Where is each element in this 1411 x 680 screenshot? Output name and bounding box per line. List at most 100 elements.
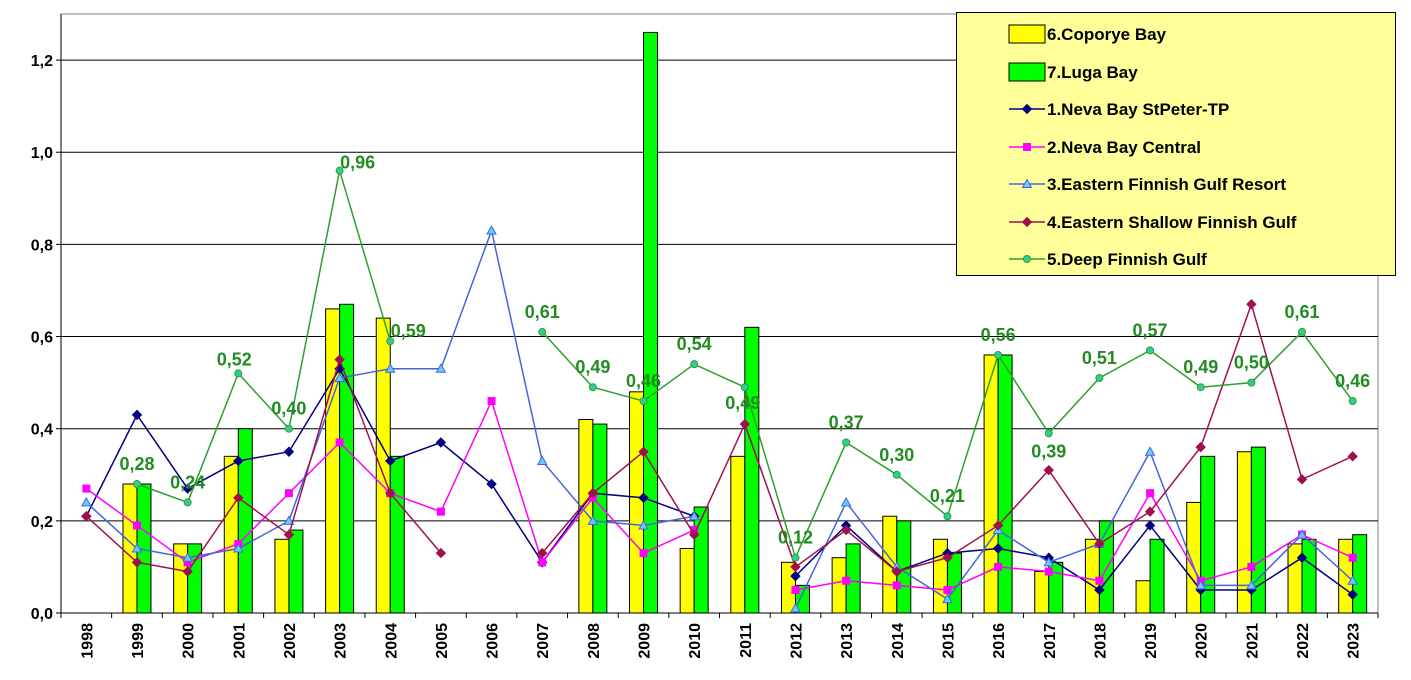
x-tick-label: 2010 [687,623,704,659]
legend-swatch [1009,255,1045,263]
point-eastern-finnish-gulf-resort [435,363,447,373]
point-neva-bay-stpeter-tp [1296,552,1308,563]
point-eastern-finnish-gulf-resort [131,542,143,553]
y-tick-label: 0,2 [31,514,53,531]
point-eastern-finnish-gulf-resort [688,510,700,521]
point-eastern-shallow-finnish-gulf [131,557,143,568]
point-eastern-shallow-finnish-gulf [790,561,801,573]
point-neva-bay-central [132,521,141,530]
bar-luga-bay [1301,538,1317,614]
y-tick-label: 0,0 [31,606,53,623]
point-eastern-shallow-finnish-gulf [942,552,953,563]
bar-luga-bay [288,529,304,614]
point-neva-bay-central [487,397,496,406]
bar-luga-bay [1149,538,1165,614]
point-deep-finnish-gulf [943,512,952,521]
point-deep-finnish-gulf [588,383,597,392]
line-neva-bay-central [795,491,1353,591]
x-tick-label: 2017 [1042,623,1059,659]
x-tick-label: 2005 [434,623,451,659]
legend-swatch [1008,24,1046,44]
x-tick-label: 2009 [637,623,654,659]
point-eastern-shallow-finnish-gulf [537,547,548,559]
bar-coporye-bay [274,538,290,614]
bar-luga-bay [237,428,253,614]
legend-swatch-bar [1008,24,1046,44]
point-deep-finnish-gulf [1044,429,1053,438]
point-neva-bay-central [284,489,293,498]
point-neva-bay-central [842,576,851,585]
legend-item: 4.Eastern Shallow Finnish Gulf [957,207,1395,237]
point-neva-bay-stpeter-tp [638,492,649,504]
bar-luga-bay [389,455,405,614]
data-label: 0,49 [725,393,760,413]
bar-luga-bay [693,506,709,614]
bar-coporye-bay [1338,538,1354,614]
point-neva-bay-central [791,585,800,594]
point-eastern-shallow-finnish-gulf [1094,538,1105,550]
data-label: 0,30 [879,445,914,465]
x-tick-label: 2002 [282,623,299,659]
point-neva-bay-stpeter-tp [790,570,801,582]
point-deep-finnish-gulf [639,397,648,406]
line-eastern-shallow-finnish-gulf [85,357,442,573]
legend-item: 5.Deep Finnish Gulf [957,244,1395,274]
x-tick-label: 2004 [383,623,400,659]
legend-item: 1.Neva Bay StPeter-TP [957,94,1395,124]
point-neva-bay-stpeter-tp [1347,589,1358,600]
point-deep-finnish-gulf [791,553,800,562]
legend-label: 2.Neva Bay Central [1047,137,1202,157]
point-neva-bay-stpeter-tp [283,446,295,457]
point-neva-bay-stpeter-tp [233,455,244,467]
point-deep-finnish-gulf [994,350,1003,359]
y-tick-label: 0,4 [31,422,53,439]
point-eastern-shallow-finnish-gulf [992,520,1004,531]
x-tick-label: 2018 [1092,623,1109,659]
point-eastern-shallow-finnish-gulf [1296,474,1308,485]
legend-swatch-bar [1008,62,1046,81]
point-eastern-finnish-gulf-resort [384,363,396,373]
bar-coporye-bay [831,557,847,614]
point-eastern-shallow-finnish-gulf [688,529,700,540]
point-eastern-shallow-finnish-gulf [283,529,295,540]
point-eastern-shallow-finnish-gulf [435,547,447,559]
point-deep-finnish-gulf [1095,374,1104,383]
legend-swatch [1009,178,1045,188]
y-tick-label: 1,2 [31,53,53,70]
data-label: 0,56 [981,325,1016,345]
data-label: 0,52 [217,349,252,369]
bar-luga-bay [997,354,1013,614]
x-tick-label: 1998 [79,623,96,659]
point-eastern-shallow-finnish-gulf [1195,441,1206,453]
x-tick-label: 2021 [1244,623,1261,659]
point-neva-bay-stpeter-tp [486,478,497,490]
point-eastern-finnish-gulf-resort [283,515,295,525]
point-deep-finnish-gulf [1196,383,1205,392]
point-eastern-finnish-gulf-resort [840,496,852,507]
bar-coporye-bay [375,317,391,614]
point-neva-bay-central [1044,567,1053,576]
data-label: 0,57 [1133,320,1168,340]
data-label: 0,96 [340,153,375,173]
legend-swatch [1009,103,1045,115]
data-label: 0,61 [1284,302,1319,322]
legend-item: 3.Eastern Finnish Gulf Resort [957,169,1395,199]
legend: 6.Coporye Bay 7.Luga Bay 1.Neva Bay StPete… [956,12,1396,276]
bar-coporye-bay [629,391,645,614]
data-label: 0,49 [1183,357,1218,377]
point-eastern-finnish-gulf-resort [232,542,244,553]
x-tick-label: 2000 [181,623,198,659]
point-deep-finnish-gulf [386,337,395,346]
y-tick-label: 0,6 [31,330,53,347]
point-eastern-finnish-gulf-resort [638,519,649,530]
y-tick-label: 1,0 [31,145,53,162]
bar-coporye-bay [1034,571,1050,614]
point-eastern-finnish-gulf-resort [536,455,548,465]
bar-coporye-bay [1186,501,1202,614]
point-eastern-shallow-finnish-gulf [182,566,193,577]
point-eastern-finnish-gulf-resort [1195,579,1207,590]
point-neva-bay-central [1146,489,1155,498]
x-tick-label: 2007 [535,623,552,659]
bar-coporye-bay [223,455,239,614]
point-neva-bay-central [82,484,91,493]
